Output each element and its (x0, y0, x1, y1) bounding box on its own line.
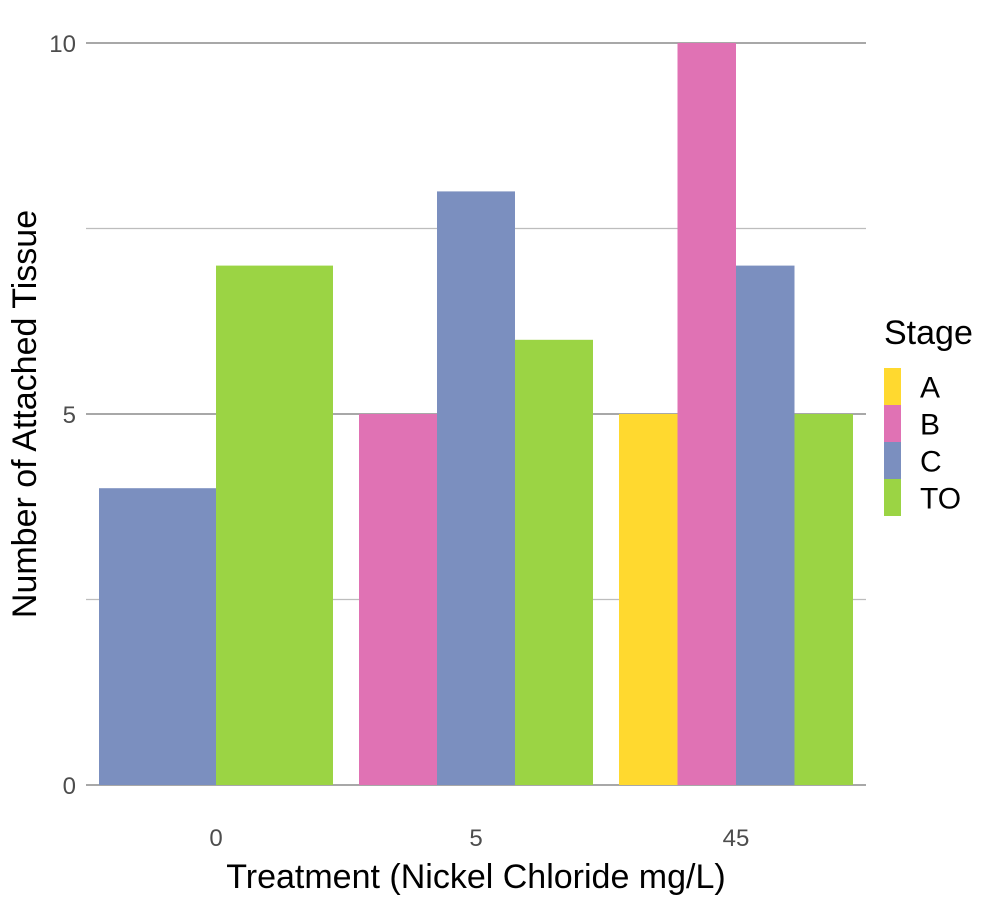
x-tick-label: 5 (469, 825, 482, 852)
y-tick-label: 10 (49, 31, 76, 58)
x-axis-ticks: 0 5 45 (209, 825, 749, 852)
legend: Stage ABC TO (884, 314, 973, 516)
bar-c-45 (736, 265, 795, 786)
bar-c-5 (437, 191, 515, 785)
legend-label-c: C (920, 446, 942, 479)
legend-title: Stage (884, 314, 973, 352)
y-axis-title: Number of Attached Tissue (6, 210, 44, 618)
legend-swatch-a (884, 368, 901, 405)
bars (99, 43, 853, 786)
x-axis-title: Treatment (Nickel Chloride mg/L) (226, 858, 725, 896)
y-tick-label: 5 (63, 402, 76, 429)
legend-swatch-c (884, 442, 901, 479)
legend-swatch-b (884, 405, 901, 442)
x-tick-label: 0 (209, 825, 222, 852)
legend-swatch-to (884, 479, 901, 516)
legend-label-a: A (920, 372, 940, 405)
legend-label-b: B (920, 409, 940, 442)
y-tick-label: 0 (63, 773, 76, 800)
bar-b-5 (359, 414, 437, 785)
bar-to-45 (794, 414, 853, 785)
bar-b-45 (677, 43, 736, 785)
bar-c-0 (99, 488, 216, 785)
bar-to-0 (216, 265, 333, 786)
y-axis-ticks: 0 5 10 (49, 31, 76, 800)
x-tick-label: 45 (723, 825, 750, 852)
legend-label-to: TO (920, 483, 961, 516)
bar-to-5 (515, 339, 593, 785)
bar-a-45 (619, 414, 678, 785)
